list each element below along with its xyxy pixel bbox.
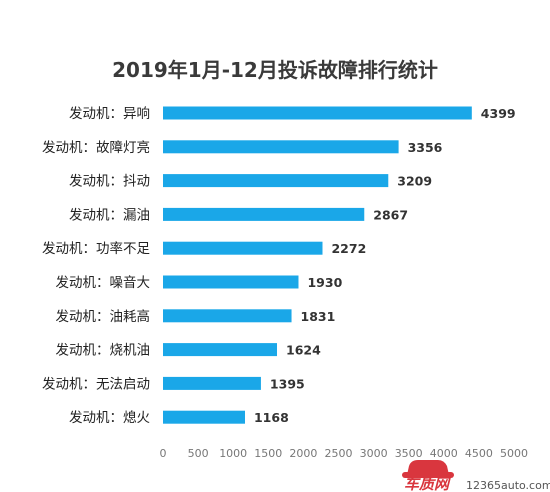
data-label: 4399	[481, 106, 516, 121]
chart-title: 2019年1月-12月投诉故障排行统计	[112, 58, 438, 82]
data-label: 1930	[307, 275, 342, 290]
x-tick-label: 2000	[289, 447, 317, 460]
x-tick-label: 3500	[395, 447, 423, 460]
data-label: 2272	[331, 241, 366, 256]
watermark-brand: 车质网	[404, 475, 452, 492]
category-label: 发动机：功率不足	[42, 240, 150, 257]
x-tick-label: 0	[160, 447, 167, 460]
bar	[163, 241, 323, 255]
x-axis-ticks: 0 500 1000 1500 2000 2500 3000 3500 4000 4500 5000	[160, 447, 529, 460]
data-label: 1831	[301, 309, 336, 324]
watermark-url: 12365auto.com	[466, 479, 550, 492]
bar	[163, 140, 399, 154]
car-logo-icon	[402, 460, 454, 478]
x-tick-label: 1000	[219, 447, 247, 460]
category-label: 发动机：熄火	[69, 409, 150, 426]
data-label: 3356	[408, 140, 443, 155]
bar	[163, 343, 278, 357]
data-label: 1395	[270, 376, 305, 391]
data-label: 1624	[286, 343, 321, 358]
category-label: 发动机：漏油	[69, 207, 150, 223]
bar	[163, 207, 365, 221]
data-label: 3209	[397, 174, 432, 189]
bar	[163, 410, 245, 424]
data-labels: 4399 3356 3209 2867 2272 1930 1831 1624 1395 1168	[254, 106, 516, 425]
category-label: 发动机：噪音大	[56, 274, 151, 291]
x-tick-label: 2500	[325, 447, 353, 460]
x-tick-label: 500	[188, 447, 209, 460]
x-tick-label: 1500	[254, 447, 282, 460]
data-label: 1168	[254, 410, 289, 425]
category-labels: 发动机：异响发动机：故障灯亮发动机：抖动发动机：漏油发动机：功率不足发动机：噪音…	[42, 106, 150, 426]
category-label: 发动机：无法启动	[42, 376, 150, 392]
category-label: 发动机：油耗高	[56, 308, 151, 325]
bar	[163, 376, 261, 390]
bar	[163, 309, 292, 323]
category-label: 发动机：烧机油	[56, 343, 151, 359]
category-label: 发动机：异响	[69, 106, 150, 122]
x-tick-label: 4500	[465, 447, 493, 460]
category-label: 发动机：故障灯亮	[42, 139, 150, 156]
bar	[163, 106, 472, 120]
bar	[163, 275, 299, 289]
bars	[163, 106, 472, 424]
x-tick-label: 5000	[500, 447, 528, 460]
category-label: 发动机：抖动	[69, 174, 150, 190]
data-label: 2867	[373, 207, 408, 222]
x-tick-label: 3000	[360, 447, 388, 460]
x-tick-label: 4000	[430, 447, 458, 460]
watermark: 车质网 12365auto.com	[402, 460, 550, 492]
bar	[163, 174, 389, 188]
